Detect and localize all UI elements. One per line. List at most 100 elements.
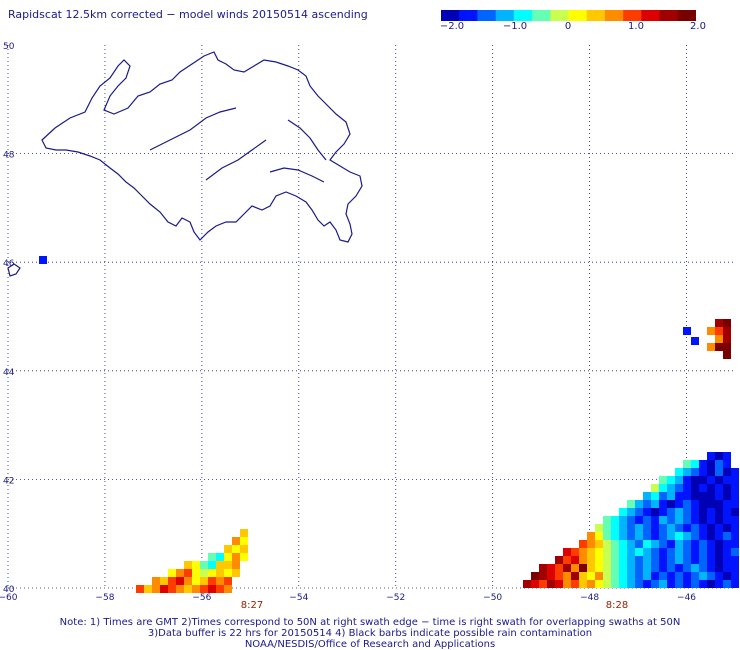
colorbar-swatch — [659, 10, 679, 21]
wind-cell — [707, 556, 715, 564]
wind-cell — [587, 540, 595, 548]
colorbar-tick-label: −2.0 — [439, 21, 465, 32]
wind-cell — [675, 476, 683, 484]
wind-cell — [232, 569, 240, 577]
colorbar-swatch — [532, 10, 551, 21]
wind-cell — [200, 577, 208, 585]
wind-cell — [531, 580, 539, 588]
colorbar-tick-label: 0 — [564, 21, 572, 32]
wind-cell — [715, 580, 723, 588]
colorbar-swatch — [641, 10, 661, 21]
wind-cell — [643, 564, 651, 572]
wind-cell — [240, 553, 248, 561]
wind-cell — [715, 500, 723, 508]
wind-cell — [627, 564, 635, 572]
wind-cell — [136, 585, 144, 593]
coastline-inner-bay-4 — [269, 167, 325, 183]
wind-cell — [691, 516, 699, 524]
wind-cell — [240, 545, 248, 553]
wind-cell — [579, 548, 587, 556]
wind-cell — [208, 569, 216, 577]
wind-cell — [683, 468, 691, 476]
wind-cell — [723, 580, 731, 588]
wind-cell — [643, 508, 651, 516]
wind-cell — [675, 580, 683, 588]
wind-cell — [691, 500, 699, 508]
wind-cell — [619, 556, 627, 564]
wind-cell — [723, 460, 731, 468]
lat-label: 46 — [3, 259, 15, 269]
wind-cell — [723, 524, 731, 532]
wind-cell — [691, 508, 699, 516]
wind-cell — [579, 580, 587, 588]
wind-cell — [168, 585, 176, 593]
wind-cell — [683, 516, 691, 524]
wind-cell — [723, 532, 731, 540]
wind-cell — [683, 492, 691, 500]
wind-cell — [651, 540, 659, 548]
wind-cell — [659, 532, 667, 540]
wind-cell — [683, 327, 691, 335]
wind-cell — [731, 484, 739, 492]
wind-cell — [200, 561, 208, 569]
wind-cell — [707, 508, 715, 516]
wind-cell — [715, 556, 723, 564]
wind-cell — [579, 572, 587, 580]
colorbar-swatch — [477, 10, 497, 21]
wind-cell — [232, 561, 240, 569]
wind-cell — [184, 577, 192, 585]
wind-cell — [659, 500, 667, 508]
wind-cell — [731, 540, 739, 548]
wind-cell — [635, 516, 643, 524]
lon-label: −56 — [192, 593, 211, 603]
wind-cell — [659, 476, 667, 484]
wind-cell — [635, 548, 643, 556]
wind-cell — [723, 351, 731, 359]
wind-cell — [168, 577, 176, 585]
colorbar-tick-label: 2.0 — [690, 21, 706, 32]
wind-cell — [611, 556, 619, 564]
wind-cell — [667, 580, 675, 588]
wind-cell — [715, 327, 723, 335]
wind-cell — [731, 508, 739, 516]
wind-cell — [699, 572, 707, 580]
wind-cell — [707, 564, 715, 572]
wind-cell — [731, 532, 739, 540]
wind-cell — [635, 540, 643, 548]
wind-cell — [723, 452, 731, 460]
wind-cell — [547, 580, 555, 588]
wind-cell — [619, 516, 627, 524]
wind-cell — [651, 484, 659, 492]
lat-label: 48 — [3, 151, 15, 161]
wind-cell — [707, 468, 715, 476]
colorbar-tick-label: −1.0 — [502, 21, 528, 32]
wind-cell — [659, 556, 667, 564]
wind-cell — [731, 556, 739, 564]
wind-cell — [699, 468, 707, 476]
coastline-inner-bay-1 — [149, 107, 237, 151]
wind-cell — [699, 492, 707, 500]
wind-cell — [659, 564, 667, 572]
wind-cell — [651, 524, 659, 532]
wind-cell — [651, 532, 659, 540]
wind-cell — [723, 492, 731, 500]
wind-cell — [232, 545, 240, 553]
wind-cell — [715, 343, 723, 351]
note-line-3: NOAA/NESDIS/Office of Research and Appli… — [244, 639, 496, 650]
wind-cell — [643, 540, 651, 548]
wind-cell — [723, 564, 731, 572]
wind-cell — [232, 553, 240, 561]
colorbar-swatch — [677, 10, 696, 21]
wind-cell — [731, 500, 739, 508]
wind-cell — [731, 476, 739, 484]
wind-cell — [635, 572, 643, 580]
wind-cell — [619, 548, 627, 556]
wind-cell — [651, 564, 659, 572]
wind-cell — [699, 524, 707, 532]
wind-cell — [563, 564, 571, 572]
wind-cell — [691, 564, 699, 572]
wind-cell — [579, 556, 587, 564]
wind-cell — [192, 585, 200, 593]
coastline-inner-bay-3 — [287, 119, 327, 161]
wind-cell — [611, 580, 619, 588]
